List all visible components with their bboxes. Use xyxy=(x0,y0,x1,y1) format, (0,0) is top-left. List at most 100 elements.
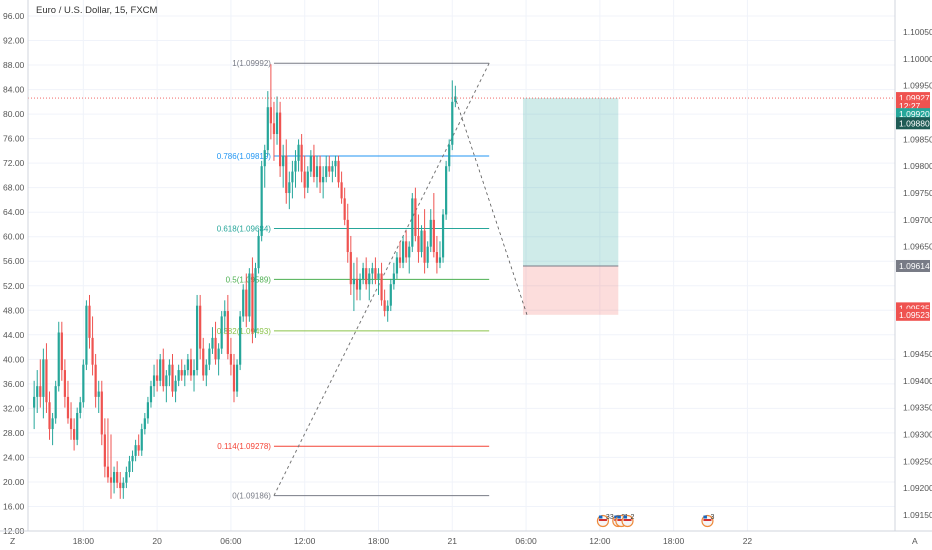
candle-body xyxy=(417,235,420,253)
flag-canton xyxy=(598,515,603,519)
candle-body xyxy=(33,396,36,408)
zoom-corner-label[interactable]: Z xyxy=(10,536,15,546)
candle-body xyxy=(337,160,340,183)
flag-stripe xyxy=(703,519,712,521)
candle-body xyxy=(195,305,199,371)
position-profit-zone[interactable] xyxy=(522,98,619,266)
time-axis-tick-label: 06:00 xyxy=(220,536,242,546)
candle-body xyxy=(128,461,131,472)
candle-body xyxy=(69,418,73,430)
left-axis-tick-label: 76.00 xyxy=(3,134,25,144)
candle-body xyxy=(260,166,263,236)
candle-body xyxy=(355,278,359,290)
candle-body xyxy=(39,386,42,397)
left-axis-tick-label: 28.00 xyxy=(3,428,25,438)
overlay-lines xyxy=(28,97,895,315)
candle-body xyxy=(51,418,54,430)
right-price-axis[interactable]: 1.10050 1.10000 1.09950 1.09850 1.09800 1.097… xyxy=(894,0,932,531)
left-axis-tick-label: 64.00 xyxy=(3,207,25,217)
left-axis-tick-label: 32.00 xyxy=(3,403,25,413)
candle-body xyxy=(146,402,150,419)
price-label-text: 1.09927 xyxy=(899,93,930,103)
candle-body xyxy=(358,278,362,290)
right-axis-tick-label: 1.09150 xyxy=(903,510,932,520)
time-axis-tick-label: 12:00 xyxy=(294,536,316,546)
right-axis-tick-label: 1.09750 xyxy=(903,188,932,198)
candle-body xyxy=(156,375,159,381)
candle-body xyxy=(85,305,88,365)
flag-canton xyxy=(617,515,621,519)
candle-body xyxy=(318,166,322,183)
auto-scale-button[interactable]: A xyxy=(912,536,918,546)
right-axis-tick-label: 1.09400 xyxy=(903,376,932,386)
candle-body xyxy=(441,214,445,258)
time-axis-tick-label: 22 xyxy=(743,536,753,546)
position-loss-zone[interactable] xyxy=(522,265,619,315)
candle-body xyxy=(269,107,272,124)
candle-body xyxy=(217,348,220,360)
candle-body xyxy=(278,112,282,167)
candle-body xyxy=(343,198,346,220)
candle-body xyxy=(79,402,82,413)
price-label-box xyxy=(896,117,930,130)
price-label-text: 1.09920 xyxy=(899,109,930,119)
candle-body xyxy=(149,386,153,403)
candle-body xyxy=(232,364,236,392)
candle-body xyxy=(171,364,174,392)
candle-body xyxy=(426,246,429,263)
candle-body xyxy=(429,219,432,247)
left-axis-tick-label: 60.00 xyxy=(3,232,25,242)
candle-body xyxy=(315,166,319,177)
candle-body xyxy=(365,268,368,285)
candle-body xyxy=(60,332,63,371)
price-label-text: 1.09880 xyxy=(899,118,930,128)
candle-body xyxy=(91,337,94,365)
candle-body xyxy=(432,219,435,253)
left-axis-tick-label: 48.00 xyxy=(3,305,25,315)
time-axis-tick-label: 06:00 xyxy=(515,536,537,546)
candle-body xyxy=(408,246,411,258)
candle-body xyxy=(398,257,402,263)
candle-body xyxy=(374,268,377,279)
left-axis-tick-label: 96.00 xyxy=(3,11,25,21)
flag-canton xyxy=(623,515,628,519)
price-label-text: 1.09535 xyxy=(899,303,930,313)
event-badge[interactable]: 2 xyxy=(621,514,635,528)
left-axis-tick-label: 16.00 xyxy=(3,501,25,511)
candle-body xyxy=(303,171,306,188)
event-badge[interactable]: 33 xyxy=(596,514,614,528)
candle-body xyxy=(272,123,276,135)
candle-body xyxy=(134,445,137,456)
left-axis-tick-label: 88.00 xyxy=(3,60,25,70)
candle-body xyxy=(45,359,48,403)
candle-body xyxy=(349,252,352,285)
economic-events[interactable]: 333123 xyxy=(596,514,715,528)
event-badge[interactable]: 3 xyxy=(701,514,715,528)
candle-body xyxy=(395,257,399,274)
price-label-box xyxy=(896,108,930,121)
candle-body xyxy=(239,316,242,365)
right-axis-tick-label: 1.10050 xyxy=(903,27,932,37)
candle-body xyxy=(183,370,186,376)
candle-body xyxy=(309,155,312,172)
candle-body xyxy=(386,305,389,312)
left-price-axis[interactable]: 96.00 92.00 88.00 84.00 80.00 76.00 72.00 68.00… xyxy=(3,0,29,536)
candle-body xyxy=(377,273,380,279)
candle-body xyxy=(322,176,325,183)
candle-body xyxy=(401,241,405,263)
candle-body xyxy=(275,112,279,135)
long-position-tool[interactable] xyxy=(522,98,619,315)
time-axis[interactable]: 18:00 20 06:00 12:00 18:00 21 06:00 12:00 18:00 2… xyxy=(0,530,932,546)
left-axis-tick-label: 92.00 xyxy=(3,36,25,46)
candle-body xyxy=(125,471,128,483)
candle-body xyxy=(66,396,70,419)
candle-body xyxy=(242,289,245,317)
candle-body xyxy=(100,391,103,435)
position-trace-line xyxy=(454,97,528,315)
fib-level-label: 0(1.09186) xyxy=(232,492,271,501)
candle-body xyxy=(383,300,386,312)
candle-body xyxy=(73,429,76,440)
candle-body xyxy=(263,150,266,167)
candle-body xyxy=(352,278,356,285)
